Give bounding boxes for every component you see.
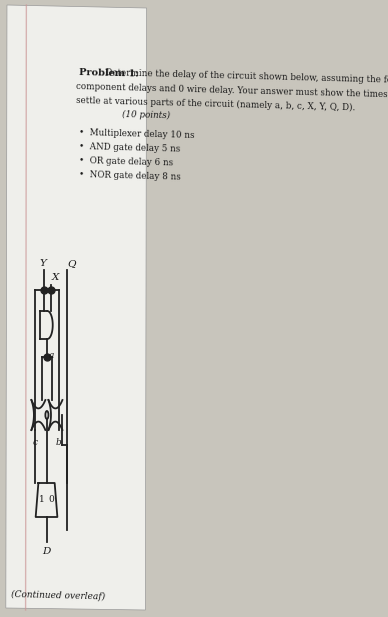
Text: Q: Q: [68, 259, 76, 268]
Text: •  NOR gate delay 8 ns: • NOR gate delay 8 ns: [79, 170, 181, 181]
Text: (10 points): (10 points): [122, 110, 170, 120]
Text: X: X: [52, 273, 59, 282]
Text: (Continued overleaf): (Continued overleaf): [10, 590, 105, 602]
Text: 1: 1: [39, 495, 45, 505]
Text: b: b: [55, 438, 61, 447]
Text: •  AND gate delay 5 ns: • AND gate delay 5 ns: [79, 142, 181, 154]
Text: settle at various parts of the circuit (namely a, b, c, X, Y, Q, D).: settle at various parts of the circuit (…: [76, 96, 355, 112]
Text: a: a: [48, 352, 54, 360]
Text: Determine the delay of the circuit shown below, assuming the following: Determine the delay of the circuit shown…: [100, 68, 388, 86]
Text: Problem 1:: Problem 1:: [79, 68, 139, 78]
Circle shape: [45, 411, 48, 419]
Text: Y: Y: [40, 259, 46, 268]
Text: c: c: [33, 438, 38, 447]
Polygon shape: [6, 5, 147, 610]
Text: •  Multiplexer delay 10 ns: • Multiplexer delay 10 ns: [79, 128, 195, 140]
Text: D: D: [42, 547, 51, 556]
Text: •  OR gate delay 6 ns: • OR gate delay 6 ns: [79, 156, 173, 167]
Text: 0: 0: [48, 495, 54, 505]
Text: component delays and 0 wire delay. Your answer must show the times at which sign: component delays and 0 wire delay. Your …: [76, 82, 388, 101]
